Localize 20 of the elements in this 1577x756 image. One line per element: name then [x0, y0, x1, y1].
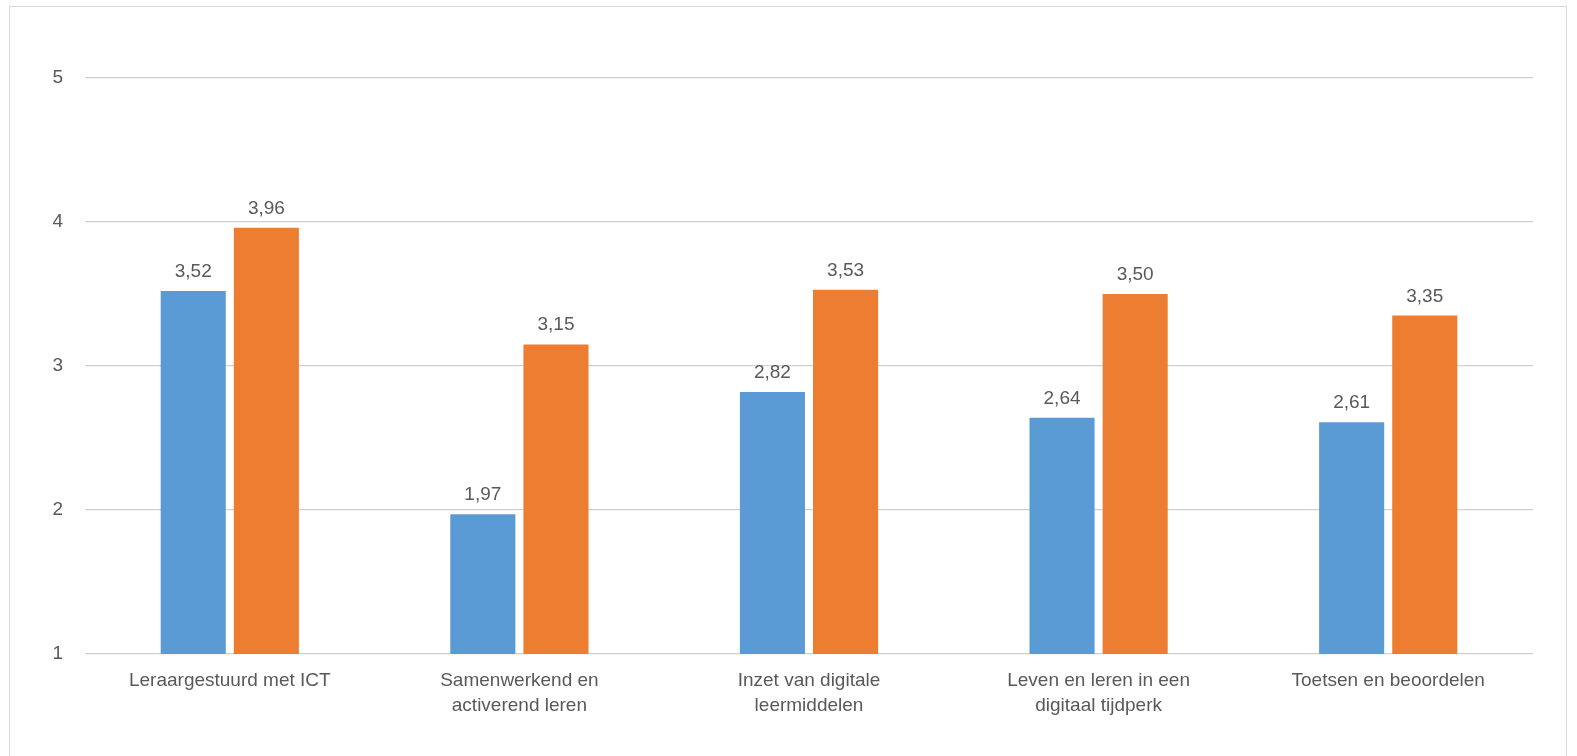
x-tick-label: Inzet van digitale leermiddelen — [737, 668, 881, 716]
data-label: 2,82 — [753, 360, 791, 382]
y-tick-label: 2 — [52, 498, 63, 520]
data-label: 3,96 — [247, 196, 285, 218]
x-tick-label: Leraargestuurd met ICT — [128, 668, 332, 690]
data-label: 2,61 — [1333, 391, 1371, 413]
data-label: 3,52 — [174, 260, 212, 282]
x-tick-label: Samenwerkend en activerend leren — [440, 668, 599, 716]
x-tick-label: Leven en leren in een digitaal tijdperk — [1007, 668, 1190, 716]
data-label: 3,15 — [537, 313, 575, 335]
data-label: 1,97 — [464, 483, 502, 505]
data-label: 3,53 — [827, 258, 865, 280]
y-tick-label: 5 — [52, 66, 63, 88]
data-label: 2,64 — [1043, 386, 1081, 408]
x-tick-label: Toetsen en beoordelen — [1291, 668, 1485, 690]
y-tick-label: 1 — [52, 642, 63, 664]
data-label: 3,50 — [1116, 263, 1154, 284]
y-tick-label: 3 — [52, 354, 63, 376]
data-label: 3,35 — [1406, 284, 1444, 306]
y-tick-label: 4 — [52, 210, 64, 232]
